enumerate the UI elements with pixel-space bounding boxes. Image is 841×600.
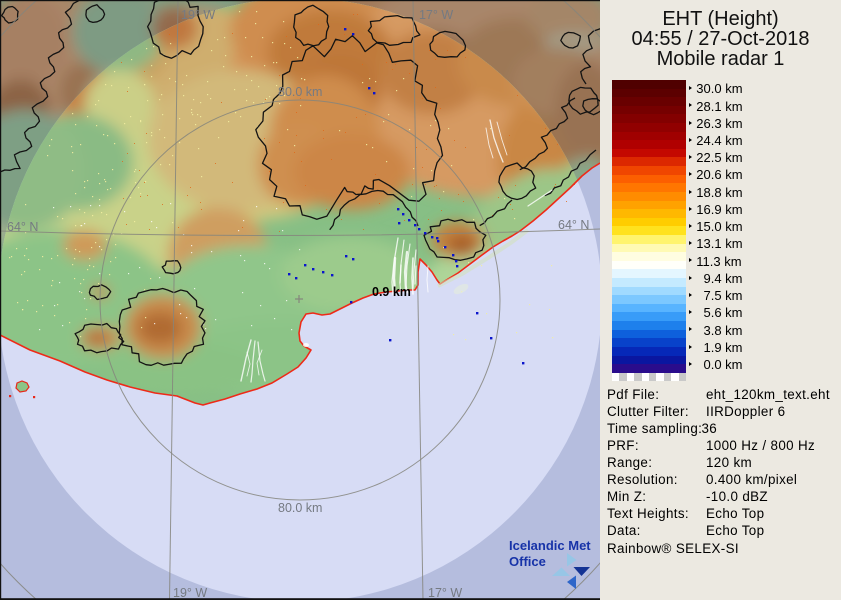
- svg-text:Icelandic Met: Icelandic Met: [509, 538, 591, 553]
- svg-text:64° N: 64° N: [558, 218, 589, 232]
- svg-text:17° W: 17° W: [428, 586, 462, 600]
- svg-text:19° W: 19° W: [181, 8, 215, 22]
- svg-text:17° W: 17° W: [419, 8, 453, 22]
- svg-text:80.0 km: 80.0 km: [278, 501, 322, 515]
- svg-text:80.0 km: 80.0 km: [278, 85, 322, 99]
- svg-text:0.9 km: 0.9 km: [372, 285, 411, 299]
- svg-text:19° W: 19° W: [173, 586, 207, 600]
- svg-text:Office: Office: [509, 554, 546, 569]
- svg-text:64° N: 64° N: [7, 220, 38, 234]
